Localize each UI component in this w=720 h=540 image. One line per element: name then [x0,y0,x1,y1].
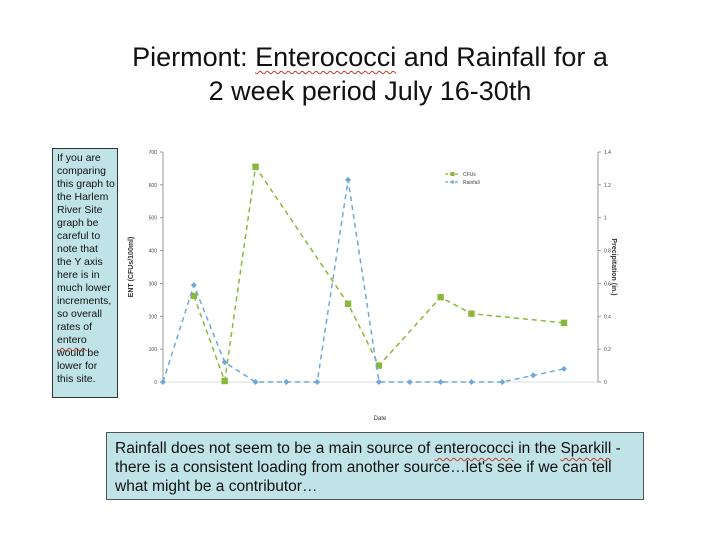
y-left-tick-label: 300 [149,281,158,287]
series-line-cfus [193,164,565,382]
bottom-note-box: Rainfall does not seem to be a main sour… [106,432,644,500]
title-underlined-word: Enterococci [255,42,397,72]
rainfall-point [252,379,259,385]
rainfall-point [345,176,352,183]
y-right-tick-label: 0.2 [604,347,611,353]
title-line-2: 2 week period July 16-30th [208,76,532,106]
cfu-point [344,300,352,307]
rainfall-point [499,379,506,385]
legend-label: CFUs [463,172,476,178]
y-right-tick-label: 0.4 [604,314,611,320]
cfu-point [375,362,383,369]
side-note-text-end: would be lower for this site. [57,347,100,385]
chart-legend: CFUs Rainfall [445,172,480,186]
y-right-tick-label: 0.6 [604,281,611,287]
y-left-tick-label: 400 [149,249,158,255]
title-text-end: and Rainfall for a [396,42,608,72]
cfu-point [252,163,259,170]
x-axis-label: Date [374,416,387,422]
y-right-tick-label: 0.8 [604,249,611,255]
y-left-tick-label: 600 [149,183,158,189]
y-left-tick-label: 700 [149,150,158,156]
y-axis-left-label: ENT (CFUs/100ml) [128,237,135,298]
rainfall-point [468,379,475,385]
title-text: Piermont: [132,42,256,72]
bottom-note-text: Rainfall does not seem to be a main sour… [115,440,435,457]
y-right-tick-label: 0 [604,380,607,386]
y-left-tick-label: 500 [149,216,158,222]
cfu-point [437,294,444,301]
y-left-tick-label: 200 [149,314,158,320]
side-note-box: If you are comparing this graph to the H… [52,148,118,398]
y-right-tick-label: 1 [604,216,607,222]
rainfall-point [406,379,413,385]
rainfall-point [375,379,382,385]
bottom-note-text-end: - there is a consistent loading from ano… [115,440,621,495]
rainfall-point [160,379,166,385]
rainfall-point [221,359,228,366]
rainfall-point [190,282,197,289]
title-line-1: Piermont: Enterococci and Rainfall for a [60,40,680,74]
rainfall-point [283,379,290,385]
y-right-tick-label: 1.4 [604,150,611,156]
rainfall-point [561,365,567,372]
y-right-tick-label: 1.2 [604,183,611,189]
bottom-note-underlined-word-1: enterococci [434,440,514,457]
rainfall-point [437,379,444,385]
slide-title: Piermont: Enterococci and Rainfall for a… [60,40,680,108]
rainfall-point [530,372,537,379]
chart-series [160,163,568,385]
side-note-text: If you are comparing this graph to the H… [57,152,115,333]
y-left-tick-label: 0 [154,380,157,386]
y-axis-right-label: Precipitation (in.) [610,238,617,295]
legend-swatch-marker [450,180,455,184]
cfu-point [560,319,568,327]
series-line-rainfall [162,179,565,383]
cfu-point [468,310,475,317]
series-rainfall [160,176,567,385]
rainfall-point [314,379,321,385]
legend-label: Rainfall [463,180,480,186]
y-left-tick-label: 100 [149,347,158,353]
cfu-point [190,292,198,300]
bottom-note-text-mid: in the [513,440,561,457]
legend-swatch-marker [450,172,455,176]
side-note-underlined-word: entero [57,334,87,346]
cfu-point [221,377,228,385]
chart-axes: 0 100 200 300 400 500 600 700 0 0.2 0.4 0.6 0.8 1 1.2 1… [128,150,617,422]
series-cfus [190,163,568,385]
bottom-note-underlined-word-2: Sparkill [560,440,612,457]
